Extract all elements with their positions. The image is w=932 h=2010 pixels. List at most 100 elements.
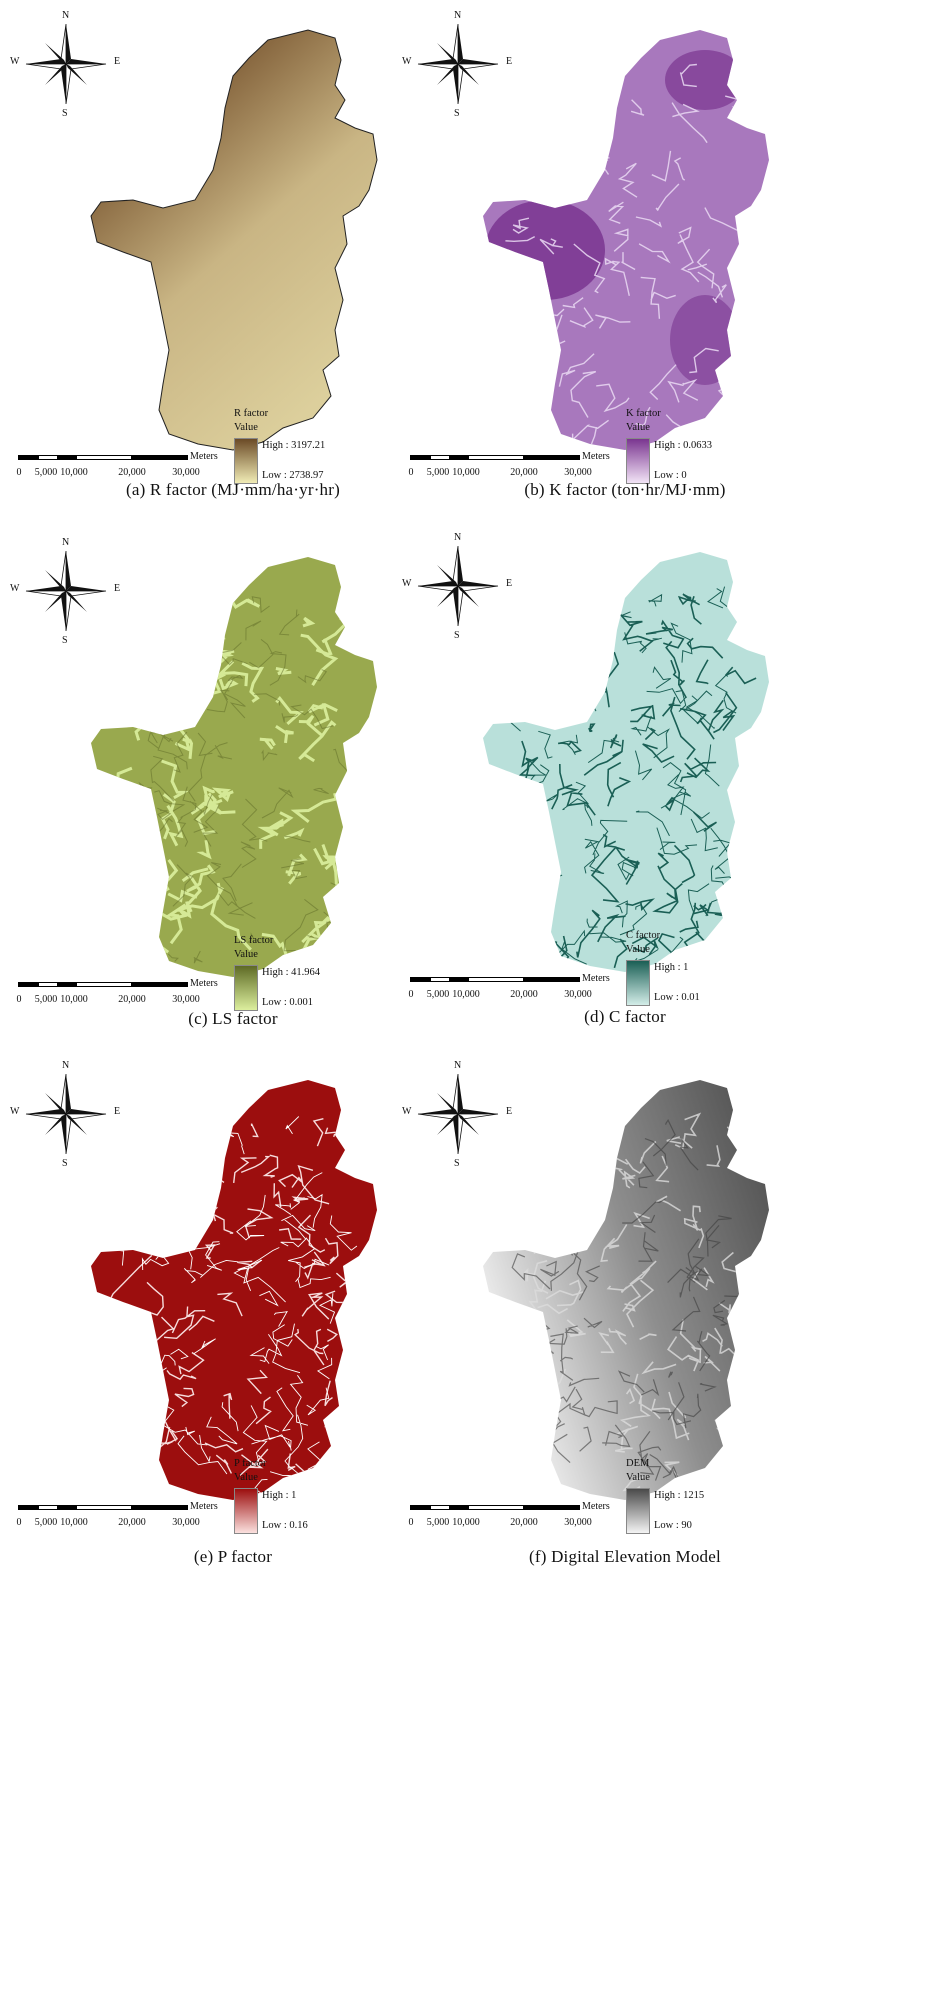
compass-n: N	[62, 10, 70, 21]
legend-subtitle: Value	[234, 949, 258, 960]
panel-caption: (c) LS factor	[188, 1009, 278, 1028]
legend-color-ramp	[626, 438, 650, 484]
map-panel: N S W E C factor Value High : 1 Low : 0.…	[392, 522, 858, 1192]
legend-title: C factor	[626, 930, 661, 941]
scale-tick: 10,000	[452, 989, 480, 1000]
compass-e: E	[506, 56, 513, 67]
scale-tick: 20,000	[510, 1517, 538, 1528]
scale-tick: 20,000	[510, 467, 538, 478]
map-panel: N S W E R factor Value High : 3197.21 Lo…	[0, 0, 466, 670]
scale-tick: 0	[16, 994, 22, 1005]
scale-bar: 0 5,000 10,000 20,000 30,000 Meters	[16, 451, 288, 485]
scale-tick: 5,000	[34, 994, 58, 1005]
legend-low: Low : 0	[654, 470, 687, 481]
legend-low: Low : 2738.97	[262, 470, 324, 481]
legend-high: High : 1	[654, 962, 689, 973]
compass-n: N	[454, 532, 462, 543]
scale-unit: Meters	[190, 451, 218, 462]
scale-tick: 10,000	[60, 467, 88, 478]
panel-caption: (d) C factor	[584, 1007, 666, 1026]
scale-tick: 30,000	[172, 994, 200, 1005]
legend-high: High : 3197.21	[262, 440, 326, 451]
panel-caption: (a) R factor (MJ·mm/ha·yr·hr)	[126, 480, 340, 499]
compass-e: E	[114, 1106, 121, 1117]
north-arrow-icon: N S W E	[402, 1060, 512, 1169]
legend-high: High : 41.964	[262, 967, 321, 978]
compass-w: W	[10, 56, 20, 67]
legend-subtitle: Value	[234, 1472, 258, 1483]
compass-n: N	[62, 1060, 70, 1071]
scale-tick: 10,000	[452, 467, 480, 478]
compass-e: E	[506, 1106, 513, 1117]
scale-unit: Meters	[582, 1501, 610, 1512]
compass-s: S	[62, 1158, 68, 1169]
legend-high: High : 0.0633	[654, 440, 713, 451]
map-panel: N S W E LS factor Value High : 41.964 Lo…	[0, 527, 466, 1197]
north-arrow-icon: N S W E	[10, 537, 120, 646]
compass-e: E	[506, 578, 513, 589]
legend-low: Low : 90	[654, 1520, 692, 1531]
scale-unit: Meters	[190, 1501, 218, 1512]
scale-tick: 5,000	[34, 467, 58, 478]
scale-tick: 0	[408, 1517, 414, 1528]
compass-w: W	[10, 1106, 20, 1117]
scale-bar: 0 5,000 10,000 20,000 30,000 Meters	[408, 1501, 680, 1535]
compass-w: W	[402, 578, 412, 589]
scale-tick: 30,000	[172, 1517, 200, 1528]
scale-tick: 5,000	[426, 467, 450, 478]
legend-color-ramp	[626, 1488, 650, 1534]
scale-tick: 0	[16, 467, 22, 478]
north-arrow-icon: N S W E	[402, 10, 512, 119]
basin-map	[91, 1080, 377, 1500]
scale-bar: 0 5,000 10,000 20,000 30,000 Meters	[409, 973, 680, 1007]
panel-caption: (b) K factor (ton·hr/MJ·mm)	[524, 480, 726, 499]
legend-subtitle: Value	[626, 422, 650, 433]
scale-tick: 10,000	[60, 994, 88, 1005]
scale-bar: 0 5,000 10,000 20,000 30,000 Meters	[408, 451, 680, 485]
scale-tick: 5,000	[34, 1517, 58, 1528]
legend-title: K factor	[626, 408, 661, 419]
scale-tick: 30,000	[564, 467, 592, 478]
scale-tick: 10,000	[452, 1517, 480, 1528]
compass-s: S	[62, 635, 68, 646]
legend-title: DEM	[626, 1458, 650, 1469]
compass-n: N	[62, 537, 70, 548]
map-panel: N S W E P factor Value High : 1 Low : 0.…	[0, 1050, 466, 1720]
scale-tick: 5,000	[426, 989, 450, 1000]
basin-map	[483, 30, 769, 450]
legend-color-ramp	[234, 438, 258, 484]
scale-unit: Meters	[190, 978, 218, 989]
compass-s: S	[454, 1158, 460, 1169]
north-arrow-icon: N S W E	[10, 10, 120, 119]
compass-n: N	[454, 1060, 462, 1071]
basin-map	[483, 1080, 769, 1500]
legend-low: Low : 0.001	[262, 997, 314, 1008]
scale-unit: Meters	[582, 973, 610, 984]
compass-s: S	[62, 108, 68, 119]
compass-n: N	[454, 10, 462, 21]
north-arrow-icon: N S W E	[402, 532, 512, 641]
panel-caption: (e) P factor	[193, 1547, 273, 1566]
scale-tick: 30,000	[564, 1517, 592, 1528]
legend-subtitle: Value	[626, 1472, 650, 1483]
scale-tick: 30,000	[564, 989, 592, 1000]
legend-title: R factor	[234, 408, 269, 419]
compass-e: E	[114, 583, 121, 594]
map-panel: N S W E K factor Value High : 0.0633 Low…	[392, 0, 858, 670]
compass-s: S	[454, 108, 460, 119]
scale-tick: 20,000	[118, 994, 146, 1005]
legend-color-ramp	[626, 960, 650, 1006]
compass-w: W	[402, 56, 412, 67]
scale-tick: 20,000	[118, 467, 146, 478]
scale-bar: 0 5,000 10,000 20,000 30,000 Meters	[16, 978, 288, 1012]
legend-low: Low : 0.16	[262, 1520, 308, 1531]
north-arrow-icon: N S W E	[10, 1060, 120, 1169]
scale-tick: 0	[16, 1517, 22, 1528]
legend-low: Low : 0.01	[654, 992, 700, 1003]
basin-map	[90, 29, 378, 451]
scale-tick: 30,000	[172, 467, 200, 478]
legend-subtitle: Value	[234, 422, 258, 433]
map-panel: N S W E DEM Value High : 1215 Low : 90 0…	[392, 1050, 858, 1720]
compass-e: E	[114, 56, 121, 67]
scale-tick: 0	[408, 467, 414, 478]
